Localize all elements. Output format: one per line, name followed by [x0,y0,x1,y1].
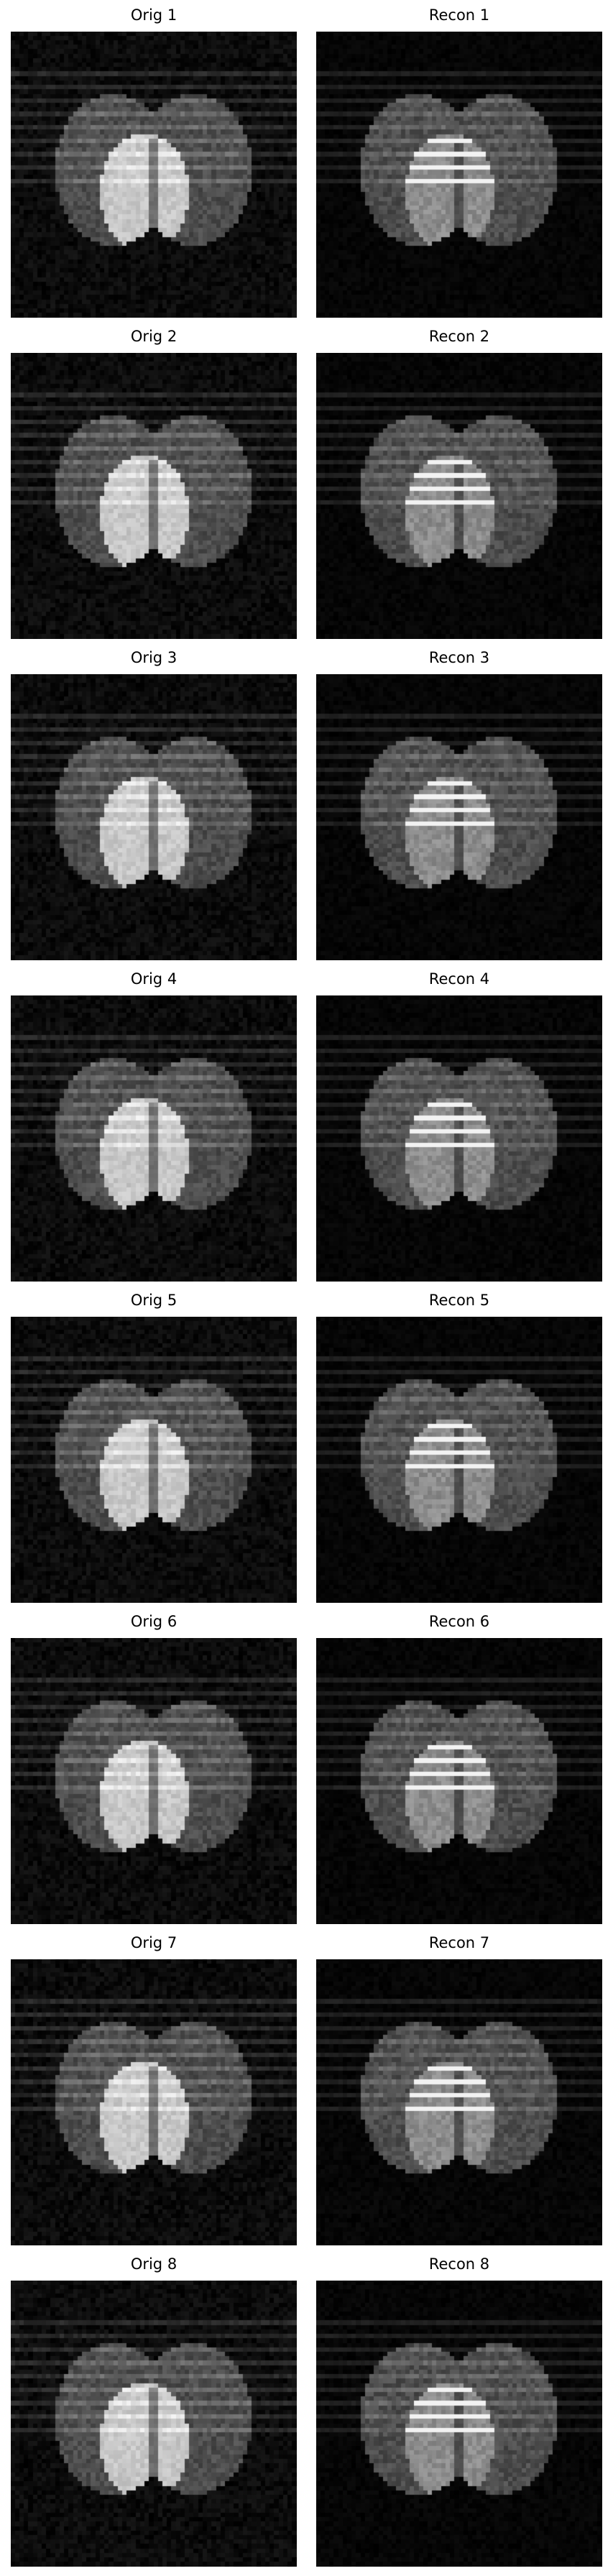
original-image [11,353,297,639]
reconstruction-image [316,32,602,318]
panel-title: Orig 7 [130,1934,178,1951]
reconstruction-image [316,1959,602,2245]
reconstruction-image [316,353,602,639]
reconstruction-image [316,995,602,1282]
panel-title: Orig 6 [130,1613,178,1630]
panel-title: Orig 2 [130,328,178,345]
panel-title: Recon 3 [428,649,490,666]
original-image [11,2281,297,2567]
panel-title: Orig 8 [130,2255,178,2273]
panel-title: Orig 5 [130,1292,178,1309]
panel-title: Recon 8 [428,2255,490,2273]
panel-title: Orig 1 [130,6,178,24]
reconstruction-image [316,1638,602,1924]
original-image [11,1317,297,1603]
reconstruction-image [316,1317,602,1603]
panel-title: Recon 2 [428,328,490,345]
original-image [11,1959,297,2245]
panel-title: Recon 5 [428,1292,490,1309]
original-image [11,1638,297,1924]
original-image [11,32,297,318]
reconstruction-image [316,674,602,960]
reconstruction-image [316,2281,602,2567]
panel-title: Orig 3 [130,649,178,666]
panel-title: Orig 4 [130,970,178,988]
panel-title: Recon 7 [428,1934,490,1951]
original-image [11,674,297,960]
panel-title: Recon 1 [428,6,490,24]
panel-title: Recon 6 [428,1613,490,1630]
original-image [11,995,297,1282]
panel-title: Recon 4 [428,970,490,988]
